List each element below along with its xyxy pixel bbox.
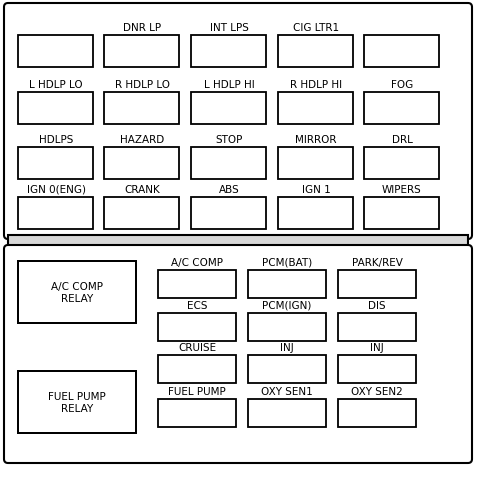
Text: INJ: INJ — [370, 342, 384, 352]
Bar — [278, 148, 353, 180]
Bar — [8, 236, 468, 250]
Text: FOG: FOG — [391, 80, 413, 90]
Text: PCM(IGN): PCM(IGN) — [262, 300, 312, 311]
Bar — [18, 148, 93, 180]
Text: FUEL PUMP
RELAY: FUEL PUMP RELAY — [48, 391, 106, 413]
Text: DNR LP: DNR LP — [123, 23, 161, 33]
Bar — [191, 93, 266, 125]
Bar — [248, 355, 326, 383]
Bar — [191, 36, 266, 68]
Bar — [158, 270, 236, 299]
Text: HDLPS: HDLPS — [39, 135, 73, 144]
Bar — [104, 93, 179, 125]
Text: ABS: ABS — [219, 185, 240, 194]
Text: INJ: INJ — [280, 342, 294, 352]
Bar — [338, 399, 416, 427]
Text: IGN 1: IGN 1 — [302, 185, 330, 194]
Text: INT LPS: INT LPS — [209, 23, 248, 33]
Bar — [364, 93, 439, 125]
Text: HAZARD: HAZARD — [120, 135, 164, 144]
Text: FUEL PUMP: FUEL PUMP — [168, 386, 226, 396]
Bar — [364, 36, 439, 68]
Text: R HDLP HI: R HDLP HI — [290, 80, 342, 90]
Bar — [248, 270, 326, 299]
Bar — [104, 148, 179, 180]
Bar — [248, 399, 326, 427]
Text: ECS: ECS — [187, 300, 207, 311]
Bar — [158, 399, 236, 427]
Text: PCM(BAT): PCM(BAT) — [262, 257, 312, 267]
Text: DIS: DIS — [368, 300, 386, 311]
Bar — [104, 198, 179, 229]
Text: PARK/REV: PARK/REV — [351, 257, 402, 267]
Bar — [278, 36, 353, 68]
Text: DRL: DRL — [392, 135, 413, 144]
Text: A/C COMP
RELAY: A/C COMP RELAY — [51, 282, 103, 303]
Text: STOP: STOP — [215, 135, 243, 144]
FancyBboxPatch shape — [4, 4, 472, 240]
Text: MIRROR: MIRROR — [295, 135, 337, 144]
Bar — [18, 198, 93, 229]
Bar — [248, 313, 326, 341]
Bar — [18, 93, 93, 125]
Bar — [191, 148, 266, 180]
Bar — [364, 148, 439, 180]
Bar — [158, 355, 236, 383]
Bar — [18, 371, 136, 433]
Text: CRANK: CRANK — [124, 185, 160, 194]
Bar — [18, 36, 93, 68]
Bar — [278, 93, 353, 125]
Bar — [278, 198, 353, 229]
Bar — [338, 313, 416, 341]
Bar — [191, 198, 266, 229]
Text: WIPERS: WIPERS — [382, 185, 422, 194]
Bar — [158, 313, 236, 341]
Text: CRUISE: CRUISE — [178, 342, 216, 352]
Text: L HDLP HI: L HDLP HI — [204, 80, 254, 90]
Bar — [338, 270, 416, 299]
Bar — [338, 355, 416, 383]
Bar — [364, 198, 439, 229]
FancyBboxPatch shape — [4, 245, 472, 463]
Text: A/C COMP: A/C COMP — [171, 257, 223, 267]
Text: L HDLP LO: L HDLP LO — [29, 80, 83, 90]
Bar — [104, 36, 179, 68]
Bar — [18, 262, 136, 324]
Text: OXY SEN1: OXY SEN1 — [261, 386, 313, 396]
Text: R HDLP LO: R HDLP LO — [115, 80, 170, 90]
Text: IGN 0(ENG): IGN 0(ENG) — [27, 185, 86, 194]
Text: OXY SEN2: OXY SEN2 — [351, 386, 403, 396]
Text: CIG LTR1: CIG LTR1 — [293, 23, 339, 33]
